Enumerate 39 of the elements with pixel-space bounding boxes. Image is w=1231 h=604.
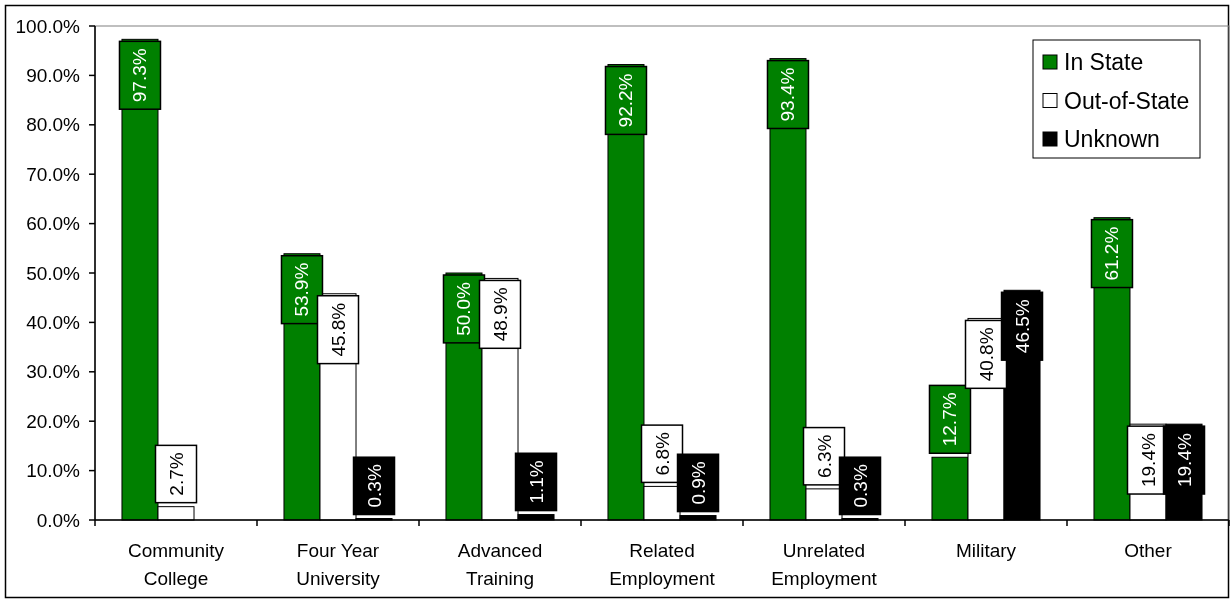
x-tick-label: Four Year University: [296, 539, 381, 589]
data-label: 6.3%: [813, 434, 835, 478]
y-tick-label: 60.0%: [26, 213, 81, 235]
data-label: 61.2%: [1101, 226, 1123, 281]
y-tick-label: 30.0%: [26, 361, 81, 383]
data-label: 0.3%: [363, 464, 385, 508]
data-label: 97.3%: [129, 48, 151, 103]
y-tick-label: 50.0%: [26, 262, 81, 284]
x-tick-label: Community College: [127, 539, 225, 589]
data-label: 0.3%: [849, 464, 871, 508]
y-tick-label: 90.0%: [26, 64, 81, 86]
y-tick-label: 0.0%: [36, 509, 81, 531]
x-tick-label: Unrelated Employment: [771, 539, 878, 589]
x-tick-label: Related Employment: [609, 539, 716, 589]
x-tick-label: Military: [955, 539, 1017, 561]
data-label: 2.7%: [165, 452, 187, 496]
data-label: 45.8%: [327, 302, 349, 357]
data-label: 93.4%: [777, 67, 799, 122]
x-tick-label: Advanced Training: [457, 539, 543, 589]
data-label: 6.8%: [651, 432, 673, 476]
data-label: 1.1%: [525, 460, 547, 504]
legend-label: Unknown: [1064, 126, 1160, 152]
data-label: 0.9%: [687, 461, 709, 505]
y-tick-label: 80.0%: [26, 114, 81, 136]
x-tick-label: Other: [1124, 539, 1173, 561]
y-tick-label: 10.0%: [26, 460, 81, 482]
data-label: 48.9%: [489, 287, 511, 342]
legend-label: In State: [1064, 49, 1144, 75]
data-label: 92.2%: [615, 73, 637, 128]
y-tick-label: 70.0%: [26, 163, 81, 185]
data-label: 53.9%: [291, 262, 313, 317]
y-tick-label: 40.0%: [26, 311, 81, 333]
data-label: 40.8%: [975, 327, 997, 382]
y-tick-label: 100.0%: [15, 15, 81, 37]
data-label: 50.0%: [453, 281, 475, 336]
y-tick-label: 20.0%: [26, 410, 81, 432]
data-label: 12.7%: [939, 392, 961, 447]
data-label: 46.5%: [1011, 299, 1033, 354]
legend-label: Out-of-State: [1064, 87, 1190, 114]
